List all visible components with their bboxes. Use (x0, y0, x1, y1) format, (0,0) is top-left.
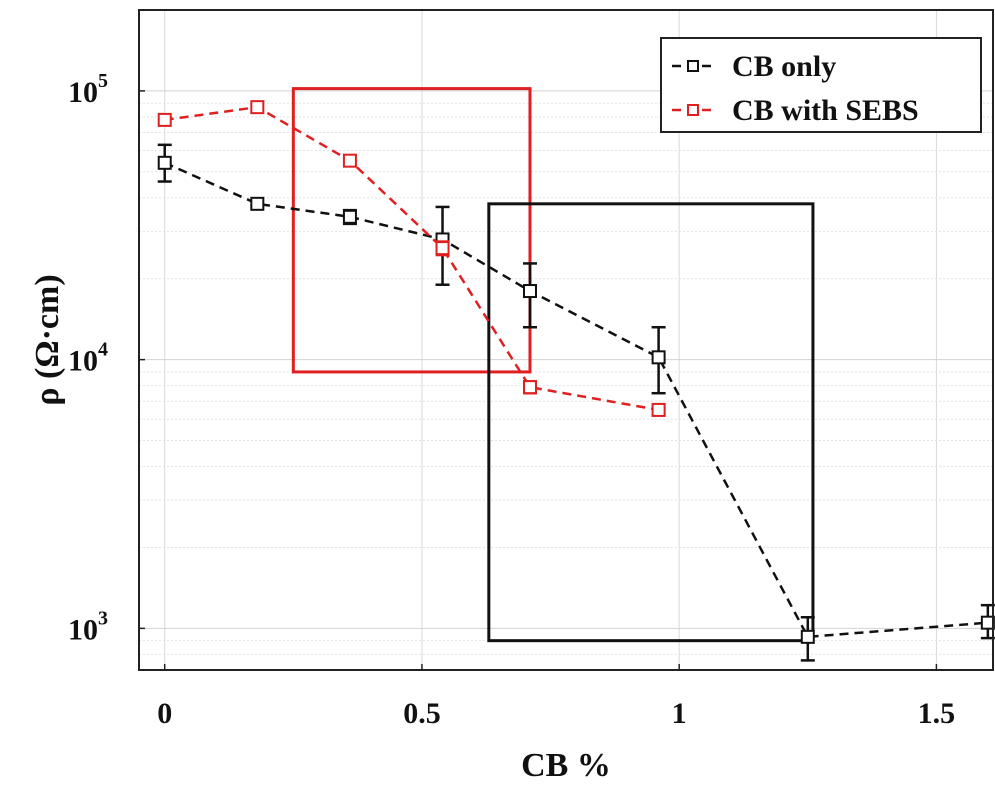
legend-marker (687, 104, 699, 116)
annotation-rectangle-1 (291, 87, 532, 374)
data-point (250, 196, 265, 211)
series-line (164, 161, 988, 639)
series-2 (157, 100, 666, 417)
x-tick-label: 0 (157, 697, 172, 730)
data-point (250, 100, 265, 115)
annotations (291, 87, 815, 643)
y-tick-exponent: 5 (98, 70, 108, 92)
data-point (651, 402, 666, 417)
legend: CB only CB with SEBS (660, 37, 982, 133)
annotation-rectangle-2 (487, 202, 815, 643)
y-axis-title: ρ (Ω·cm) (29, 274, 66, 405)
plot-frame (138, 9, 994, 671)
y-tick-label: 105 (68, 70, 108, 109)
series-line (164, 105, 659, 412)
legend-label: CB with SEBS (732, 94, 919, 127)
legend-box (660, 37, 982, 133)
data-point (157, 112, 172, 127)
data-point (522, 284, 537, 299)
data-point (522, 380, 537, 395)
legend-label: CB only (732, 50, 836, 83)
x-axis-title: CB % (521, 747, 611, 784)
x-tick-label: 0.5 (403, 697, 441, 730)
legend-marker (687, 60, 699, 72)
y-tick-exponent: 3 (98, 607, 108, 629)
data-point (435, 241, 450, 256)
series (157, 100, 995, 662)
data-point (157, 155, 172, 170)
x-tick-label: 1 (672, 697, 687, 730)
data-point (651, 350, 666, 365)
y-tick-exponent: 4 (98, 339, 108, 361)
data-point (800, 629, 815, 644)
y-tick-label: 104 (68, 339, 108, 378)
ticks: 0 0.5 1 1.5 103 104 105 (68, 70, 955, 730)
x-tick-label: 1.5 (918, 697, 956, 730)
data-point (342, 209, 357, 224)
y-tick-label: 103 (68, 607, 108, 646)
data-point (342, 153, 357, 168)
series-1 (157, 143, 995, 662)
